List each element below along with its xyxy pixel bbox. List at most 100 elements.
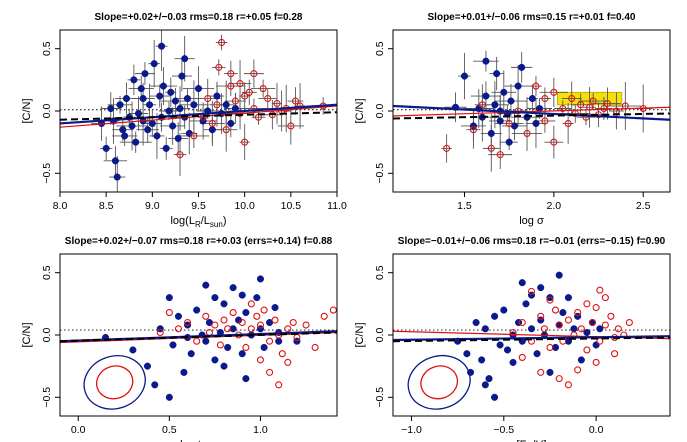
data-point-red bbox=[550, 88, 558, 96]
data-point-red bbox=[204, 94, 212, 103]
fit-line-dashed bbox=[60, 331, 337, 343]
data-point-blue bbox=[107, 104, 115, 113]
data-point-blue bbox=[178, 72, 186, 80]
data-point-blue bbox=[169, 122, 177, 130]
data-point-blue bbox=[122, 94, 131, 103]
data-point-red bbox=[289, 318, 297, 327]
x-tick-label: 1.5 bbox=[457, 200, 472, 212]
x-tick-label: 9.5 bbox=[191, 200, 206, 212]
data-point-blue bbox=[229, 325, 237, 333]
data-point-blue bbox=[148, 119, 156, 128]
plot-area bbox=[393, 50, 670, 172]
data-point-blue bbox=[577, 356, 585, 364]
data-point-blue bbox=[171, 97, 179, 105]
data-point-red bbox=[291, 97, 300, 105]
data-point-blue bbox=[224, 343, 232, 352]
data-point-red bbox=[156, 328, 164, 337]
data-point-red bbox=[546, 343, 554, 352]
data-point-red bbox=[518, 353, 526, 361]
chart-title: Slope=+0.01+/−0.06 rms=0.15 r=+0.01 f=0.… bbox=[428, 12, 636, 23]
data-point-red bbox=[625, 318, 633, 327]
data-point-blue bbox=[134, 109, 143, 118]
x-tick-label: 0.0 bbox=[71, 424, 86, 436]
data-point-red bbox=[518, 318, 526, 327]
data-point-blue bbox=[132, 138, 140, 146]
x-tick-label: 2.0 bbox=[547, 200, 562, 212]
error-ellipse bbox=[407, 354, 471, 410]
data-point-blue bbox=[202, 337, 210, 345]
data-point-blue bbox=[121, 132, 129, 140]
data-point-red bbox=[540, 325, 548, 333]
data-point-blue bbox=[522, 300, 530, 308]
x-tick-label: 9.0 bbox=[145, 200, 160, 212]
data-point-red bbox=[564, 119, 572, 128]
data-point-blue bbox=[151, 381, 159, 389]
data-point-blue bbox=[111, 157, 119, 165]
y-axis-label: [C/N] bbox=[354, 322, 366, 347]
data-point-red bbox=[218, 38, 226, 47]
data-point-blue bbox=[141, 70, 149, 78]
data-point-red bbox=[222, 126, 230, 134]
data-point-red bbox=[592, 358, 600, 366]
y-tick-label: −0.5 bbox=[374, 387, 386, 408]
chart-title: Slope=+0.02+/−0.07 rms=0.18 r=+0.03 (err… bbox=[65, 236, 333, 247]
data-point-blue bbox=[493, 70, 501, 78]
x-axis-label: [Fe/H] bbox=[517, 439, 547, 442]
data-point-red bbox=[245, 88, 253, 96]
data-point-red bbox=[253, 312, 261, 320]
data-point-red bbox=[487, 144, 495, 152]
data-point-red bbox=[215, 63, 223, 71]
data-point-blue bbox=[222, 101, 230, 109]
data-point-blue bbox=[564, 294, 572, 302]
data-point-blue bbox=[159, 82, 167, 90]
data-point-blue bbox=[190, 101, 198, 109]
data-point-blue bbox=[211, 356, 219, 364]
data-point-blue bbox=[146, 101, 154, 109]
x-tick-label: 10.0 bbox=[234, 200, 255, 212]
data-point-red bbox=[264, 94, 272, 103]
data-point-red bbox=[320, 312, 328, 320]
data-point-blue bbox=[143, 362, 152, 370]
data-point-blue bbox=[505, 138, 513, 146]
panel-luminosity: Slope=+0.02+/−0.03 rms=0.18 r=+0.05 f=0.… bbox=[21, 12, 347, 229]
data-point-red bbox=[275, 381, 283, 389]
fit-line-dashed bbox=[60, 111, 337, 121]
data-point-blue bbox=[514, 82, 522, 90]
data-point-blue bbox=[165, 393, 173, 401]
data-point-red bbox=[241, 92, 249, 100]
data-point-blue bbox=[467, 368, 475, 376]
data-point-blue bbox=[242, 309, 250, 317]
panel-metallicity: Slope=−0.01+/−0.06 rms=0.18 r=−0.01 (err… bbox=[354, 236, 671, 442]
data-point-red bbox=[190, 132, 198, 140]
data-point-red bbox=[236, 80, 244, 88]
data-point-blue bbox=[150, 60, 158, 68]
data-point-blue bbox=[227, 119, 235, 128]
data-point-red bbox=[592, 304, 600, 312]
error-ellipse bbox=[83, 355, 146, 410]
data-point-blue bbox=[187, 350, 195, 358]
data-point-red bbox=[509, 328, 517, 337]
data-point-blue bbox=[472, 318, 480, 327]
data-point-blue bbox=[158, 42, 166, 50]
data-point-red bbox=[541, 117, 549, 125]
data-point-red bbox=[611, 350, 619, 358]
data-point-blue bbox=[551, 343, 560, 352]
data-point-blue bbox=[156, 92, 164, 100]
data-point-blue bbox=[518, 279, 526, 287]
data-point-red bbox=[311, 343, 319, 352]
data-point-red bbox=[208, 119, 216, 128]
data-point-red bbox=[603, 99, 612, 108]
data-point-red bbox=[555, 375, 563, 383]
data-point-blue bbox=[165, 294, 173, 302]
x-axis-label-part: log(L bbox=[170, 215, 194, 227]
data-point-red bbox=[532, 82, 540, 90]
data-point-red bbox=[564, 381, 572, 389]
data-point-blue bbox=[208, 126, 216, 134]
data-point-blue bbox=[523, 113, 531, 121]
y-tick-label: 0.0 bbox=[374, 104, 386, 119]
y-tick-label: 0.0 bbox=[41, 104, 53, 119]
x-tick-label: 10.5 bbox=[281, 200, 302, 212]
data-point-red bbox=[165, 309, 173, 317]
data-point-red bbox=[227, 82, 235, 90]
data-point-red bbox=[601, 294, 609, 302]
